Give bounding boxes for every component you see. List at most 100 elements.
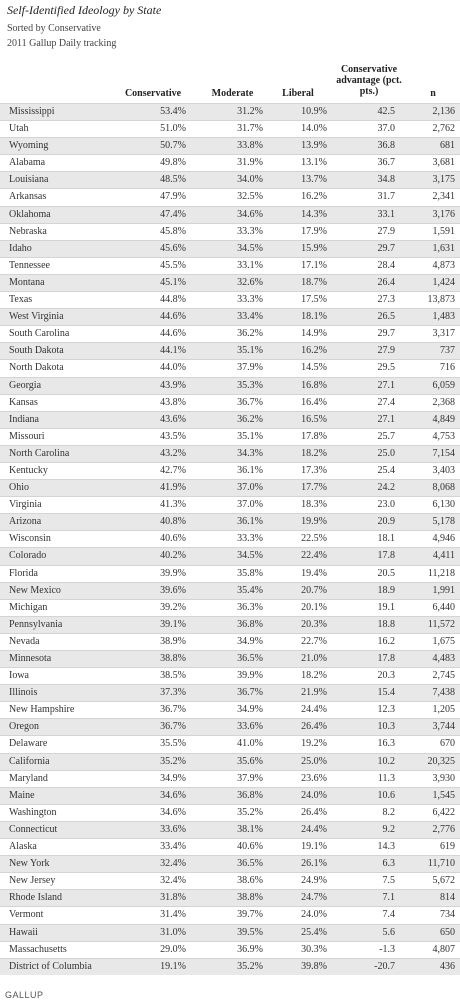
conservative-value: 44.1% xyxy=(160,345,186,357)
conservative-value: 49.8% xyxy=(160,157,186,169)
liberal-value: 24.9% xyxy=(301,875,327,887)
sample-size: 13,873 xyxy=(427,294,456,306)
state-name: Alabama xyxy=(9,157,46,169)
liberal-value: 20.1% xyxy=(301,601,327,613)
sample-size: 681 xyxy=(440,140,455,152)
conservative-value: 40.2% xyxy=(160,550,186,562)
conservative-value: 45.1% xyxy=(160,276,186,288)
conservative-value: 45.5% xyxy=(160,259,186,271)
liberal-value: 15.9% xyxy=(301,242,327,254)
moderate-value: 36.7% xyxy=(237,687,263,699)
table-row: Kentucky 42.7% 36.1% 17.3% 25.4 3,403 xyxy=(0,461,460,479)
liberal-value: 22.5% xyxy=(301,533,327,545)
table-row: Mississippi 53.4% 31.2% 10.9% 42.5 2,136 xyxy=(0,103,460,121)
state-name: Oklahoma xyxy=(9,208,51,220)
liberal-value: 14.3% xyxy=(301,208,327,220)
liberal-value: 18.3% xyxy=(301,499,327,511)
sample-size: 650 xyxy=(440,926,455,938)
moderate-value: 36.8% xyxy=(237,618,263,630)
sample-size: 6,059 xyxy=(432,379,456,391)
moderate-value: 34.0% xyxy=(237,174,263,186)
moderate-value: 36.1% xyxy=(237,464,263,476)
moderate-value: 38.6% xyxy=(237,875,263,887)
state-name: Florida xyxy=(9,567,38,579)
conservative-value: 38.9% xyxy=(160,635,186,647)
state-name: Colorado xyxy=(9,550,47,562)
state-name: Rhode Island xyxy=(9,892,63,904)
liberal-value: 14.0% xyxy=(301,123,327,135)
conservative-value: 38.8% xyxy=(160,653,186,664)
sample-size: 3,176 xyxy=(432,208,456,220)
liberal-value: 13.9% xyxy=(301,140,327,152)
liberal-value: 20.3% xyxy=(301,618,327,630)
sample-size: 4,411 xyxy=(432,550,455,562)
liberal-value: 24.4% xyxy=(301,704,327,716)
sample-size: 4,946 xyxy=(432,533,456,545)
sample-size: 6,440 xyxy=(432,601,456,613)
moderate-value: 34.5% xyxy=(237,550,263,562)
table-row: Florida 39.9% 35.8% 19.4% 20.5 11,218 xyxy=(0,564,460,582)
state-name: Maryland xyxy=(9,772,48,784)
state-name: Georgia xyxy=(9,379,42,391)
moderate-value: 36.8% xyxy=(237,789,263,801)
state-name: Alaska xyxy=(9,841,37,853)
table-row: Maryland 34.9% 37.9% 23.6% 11.3 3,930 xyxy=(0,769,460,787)
sample-size: 2,341 xyxy=(432,191,456,203)
advantage-value: 34.8 xyxy=(377,174,396,186)
table-row: Connecticut 33.6% 38.1% 24.4% 9.2 2,776 xyxy=(0,820,460,839)
sample-size: 11,218 xyxy=(427,567,455,579)
moderate-value: 37.9% xyxy=(237,772,263,784)
advantage-value: 29.7 xyxy=(377,242,396,254)
liberal-value: 19.2% xyxy=(301,738,327,750)
conservative-value: 36.7% xyxy=(160,721,186,733)
moderate-value: 38.1% xyxy=(237,823,263,835)
table-row: Rhode Island 31.8% 38.8% 24.7% 7.1 814 xyxy=(0,889,460,907)
advantage-value: 14.3 xyxy=(377,841,396,853)
advantage-value: 31.7 xyxy=(377,191,396,203)
state-name: Ohio xyxy=(9,482,29,494)
ideology-table: Mississippi 53.4% 31.2% 10.9% 42.5 2,136 Utah 5… xyxy=(0,103,460,975)
sample-size: 4,849 xyxy=(432,413,456,425)
table-row: Oregon 36.7% 33.6% 26.4% 10.3 3,744 xyxy=(0,718,460,736)
liberal-value: 17.7% xyxy=(301,482,327,494)
advantage-value: 25.7 xyxy=(377,430,396,442)
moderate-value: 36.5% xyxy=(237,858,263,870)
state-name: Arkansas xyxy=(9,191,47,203)
sample-size: 3,175 xyxy=(432,174,456,186)
moderate-value: 33.3% xyxy=(237,225,263,237)
table-row: Iowa 38.5% 39.9% 18.2% 20.3 2,745 xyxy=(0,667,460,684)
moderate-value: 33.1% xyxy=(237,259,263,271)
table-row: Oklahoma 47.4% 34.6% 14.3% 33.1 3,176 xyxy=(0,205,460,223)
table-row: New York 32.4% 36.5% 26.1% 6.3 11,710 xyxy=(0,855,460,873)
advantage-value: 16.3 xyxy=(377,738,396,750)
advantage-value: 11.3 xyxy=(377,772,395,784)
liberal-value: 16.4% xyxy=(301,396,327,408)
advantage-value: 16.2 xyxy=(377,635,396,647)
header-conservative: Conservative xyxy=(124,88,182,99)
moderate-value: 39.7% xyxy=(237,909,263,921)
advantage-value: 29.5 xyxy=(377,362,396,374)
table-row: Delaware 35.5% 41.0% 19.2% 16.3 670 xyxy=(0,735,460,752)
conservative-value: 43.2% xyxy=(160,447,186,459)
state-name: Illinois xyxy=(9,687,38,699)
table-row: Indiana 43.6% 36.2% 16.5% 27.1 4,849 xyxy=(0,410,460,428)
sample-size: 2,745 xyxy=(432,670,456,682)
sample-size: 1,483 xyxy=(432,311,456,323)
conservative-value: 37.3% xyxy=(160,687,186,699)
liberal-value: 10.9% xyxy=(301,106,327,117)
sample-size: 716 xyxy=(440,362,455,374)
table-row: Washington 34.6% 35.2% 26.4% 8.2 6,422 xyxy=(0,803,460,821)
moderate-value: 32.6% xyxy=(237,276,263,288)
moderate-value: 36.7% xyxy=(237,396,263,408)
state-name: Idaho xyxy=(9,242,32,254)
liberal-value: 39.8% xyxy=(301,960,327,972)
table-row: Missouri 43.5% 35.1% 17.8% 25.7 4,753 xyxy=(0,427,460,445)
moderate-value: 33.3% xyxy=(237,533,263,545)
conservative-value: 44.6% xyxy=(160,311,186,323)
table-row: Virginia 41.3% 37.0% 18.3% 23.0 6,130 xyxy=(0,496,460,513)
conservative-value: 31.4% xyxy=(160,909,186,921)
liberal-value: 25.4% xyxy=(301,926,327,938)
sample-size: 1,205 xyxy=(432,704,456,716)
moderate-value: 36.2% xyxy=(237,328,263,340)
sample-size: 11,572 xyxy=(427,618,455,630)
